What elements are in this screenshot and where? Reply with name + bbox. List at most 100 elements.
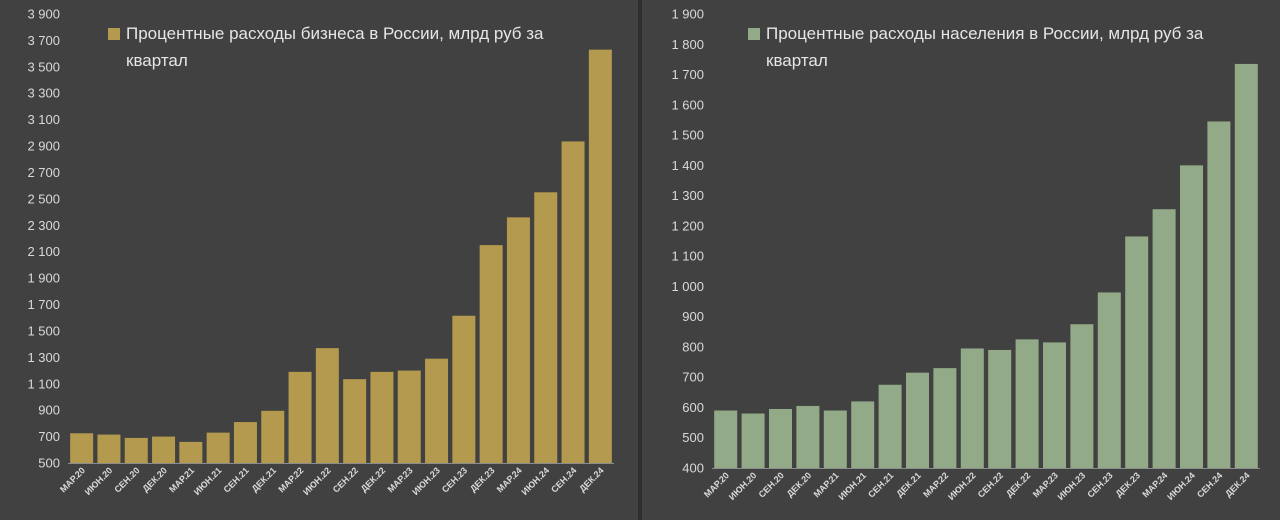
bar [769, 408, 792, 468]
y-tick-label: 400 [682, 461, 704, 476]
y-tick-label: 500 [38, 456, 60, 471]
y-tick-label: 600 [682, 400, 704, 415]
bar [233, 422, 257, 463]
x-tick-label: ИЮН.20 [727, 470, 759, 502]
legend-label-continued: квартал [766, 51, 828, 70]
y-tick-label: 1 100 [671, 249, 704, 264]
bar [425, 358, 449, 463]
x-tick-label: СЕН.20 [757, 470, 786, 499]
x-tick-label: СЕН.24 [1195, 470, 1224, 499]
y-tick-label: 1 700 [671, 67, 704, 82]
y-tick-label: 1 100 [27, 376, 60, 391]
legend-label: Процентные расходы бизнеса в России, млр… [126, 24, 544, 43]
bar [1180, 165, 1203, 469]
bar [1097, 292, 1121, 468]
y-tick-label: 3 100 [27, 112, 60, 127]
bar [343, 379, 367, 463]
x-tick-label: СЕН.21 [222, 465, 251, 494]
y-tick-label: 1 400 [671, 158, 704, 173]
x-tick-label: ДЕК.20 [785, 470, 814, 499]
legend-label: Процентные расходы населения в России, м… [766, 24, 1204, 43]
bar [960, 348, 984, 468]
bar [124, 437, 148, 463]
bar [288, 371, 312, 463]
bar [988, 349, 1012, 468]
y-tick-label: 900 [38, 403, 60, 418]
bar [152, 436, 176, 463]
x-tick-label: СЕН.20 [112, 465, 141, 494]
x-tick-label: СЕН.22 [976, 470, 1005, 499]
bar [206, 432, 230, 463]
y-tick-label: 1 700 [27, 297, 60, 312]
x-tick-label: ДЕК.24 [577, 465, 606, 494]
y-tick-label: 2 900 [27, 139, 60, 154]
bar [796, 405, 820, 468]
x-tick-label: СЕН.23 [440, 465, 469, 494]
y-tick-label: 500 [682, 430, 704, 445]
bar [1125, 236, 1149, 468]
business-interest-chart-panel: 500 700 900 1 100 1 300 1 500 1 700 1 900 2 100 2… [0, 0, 638, 520]
y-tick-label: 1 500 [27, 323, 60, 338]
x-tick-label: ДЕК.22 [1004, 470, 1033, 499]
bar [452, 315, 476, 463]
y-tick-label: 3 700 [27, 33, 60, 48]
household-interest-chart: 400 500 600 700 800 900 1 000 1 100 1 200 1 300 1 … [671, 7, 1260, 502]
y-tick-label: 1 300 [671, 188, 704, 203]
x-tick-label: ДЕК.20 [140, 465, 169, 494]
y-tick-label: 1 000 [671, 279, 704, 294]
y-tick-label: 700 [38, 429, 60, 444]
x-tick-label: ИЮН.22 [301, 465, 333, 497]
x-tick-label: ДЕК.24 [1223, 470, 1252, 499]
bar [878, 384, 902, 468]
x-tick-label: ИЮН.21 [836, 470, 868, 502]
y-tick-label: 2 300 [27, 218, 60, 233]
household-interest-chart-panel: 400 500 600 700 800 900 1 000 1 100 1 200 1 300 1 … [642, 0, 1280, 520]
x-tick-label: ДЕК.23 [1114, 470, 1143, 499]
x-tick-label: СЕН.24 [549, 465, 578, 494]
bar [70, 433, 94, 463]
legend-swatch [748, 28, 760, 40]
y-tick-label: 700 [682, 370, 704, 385]
bar [1070, 324, 1094, 468]
x-tick-label: ДЕК.23 [468, 465, 497, 494]
y-tick-label: 2 100 [27, 244, 60, 259]
y-tick-label: 1 600 [671, 97, 704, 112]
x-tick-label: СЕН.22 [331, 465, 360, 494]
y-tick-label: 1 900 [27, 271, 60, 286]
y-tick-label: 800 [682, 339, 704, 354]
panel-divider [638, 0, 642, 520]
x-tick-label: СЕН.21 [866, 470, 895, 499]
y-tick-label: 3 300 [27, 86, 60, 101]
bar [397, 370, 421, 463]
legend-label-continued: квартал [126, 51, 188, 70]
x-tick-label: ДЕК.22 [359, 465, 388, 494]
y-tick-label: 1 800 [671, 37, 704, 52]
bar [179, 441, 203, 463]
legend-swatch [108, 28, 120, 40]
x-tick-label: ИЮН.22 [946, 470, 978, 502]
x-tick-label: ДЕК.21 [894, 470, 923, 499]
bar [588, 49, 612, 463]
bar [741, 413, 765, 468]
x-tick-label: ИЮН.24 [1165, 470, 1197, 502]
bar [851, 401, 875, 468]
x-tick-label: ИЮН.23 [1056, 470, 1088, 502]
bar [823, 410, 847, 468]
bar [1234, 63, 1258, 468]
y-tick-label: 1 200 [671, 218, 704, 233]
y-tick-label: 2 700 [27, 165, 60, 180]
bar [1015, 339, 1039, 468]
bar [933, 368, 957, 468]
x-tick-label: ИЮН.20 [83, 465, 115, 497]
bar [1043, 342, 1066, 468]
bar [315, 348, 339, 463]
bar [370, 371, 394, 463]
y-tick-label: 3 500 [27, 59, 60, 74]
x-tick-label: ДЕК.21 [250, 465, 279, 494]
bar [1152, 209, 1176, 468]
bar [97, 434, 121, 463]
x-tick-label: ИЮН.23 [410, 465, 442, 497]
bar [561, 141, 585, 463]
bar [714, 410, 738, 468]
